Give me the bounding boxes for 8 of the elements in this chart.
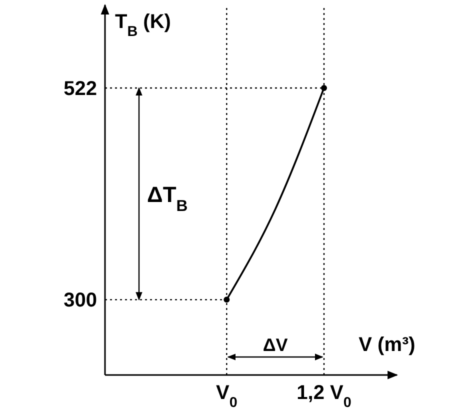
annotation: ΔV	[262, 335, 288, 355]
x-tick-label: 1,2 V$_{0}$	[296, 382, 352, 411]
y-tick-label: 300	[64, 290, 97, 312]
x-tick-label: V$_{0}$	[216, 382, 238, 411]
annotation: ΔT$_{B}$	[147, 182, 188, 214]
x-axis-title: V (m³)	[358, 334, 416, 356]
y-axis-title: T$_{B}$ (K)	[115, 11, 171, 40]
y-tick-label: 522	[64, 78, 97, 100]
